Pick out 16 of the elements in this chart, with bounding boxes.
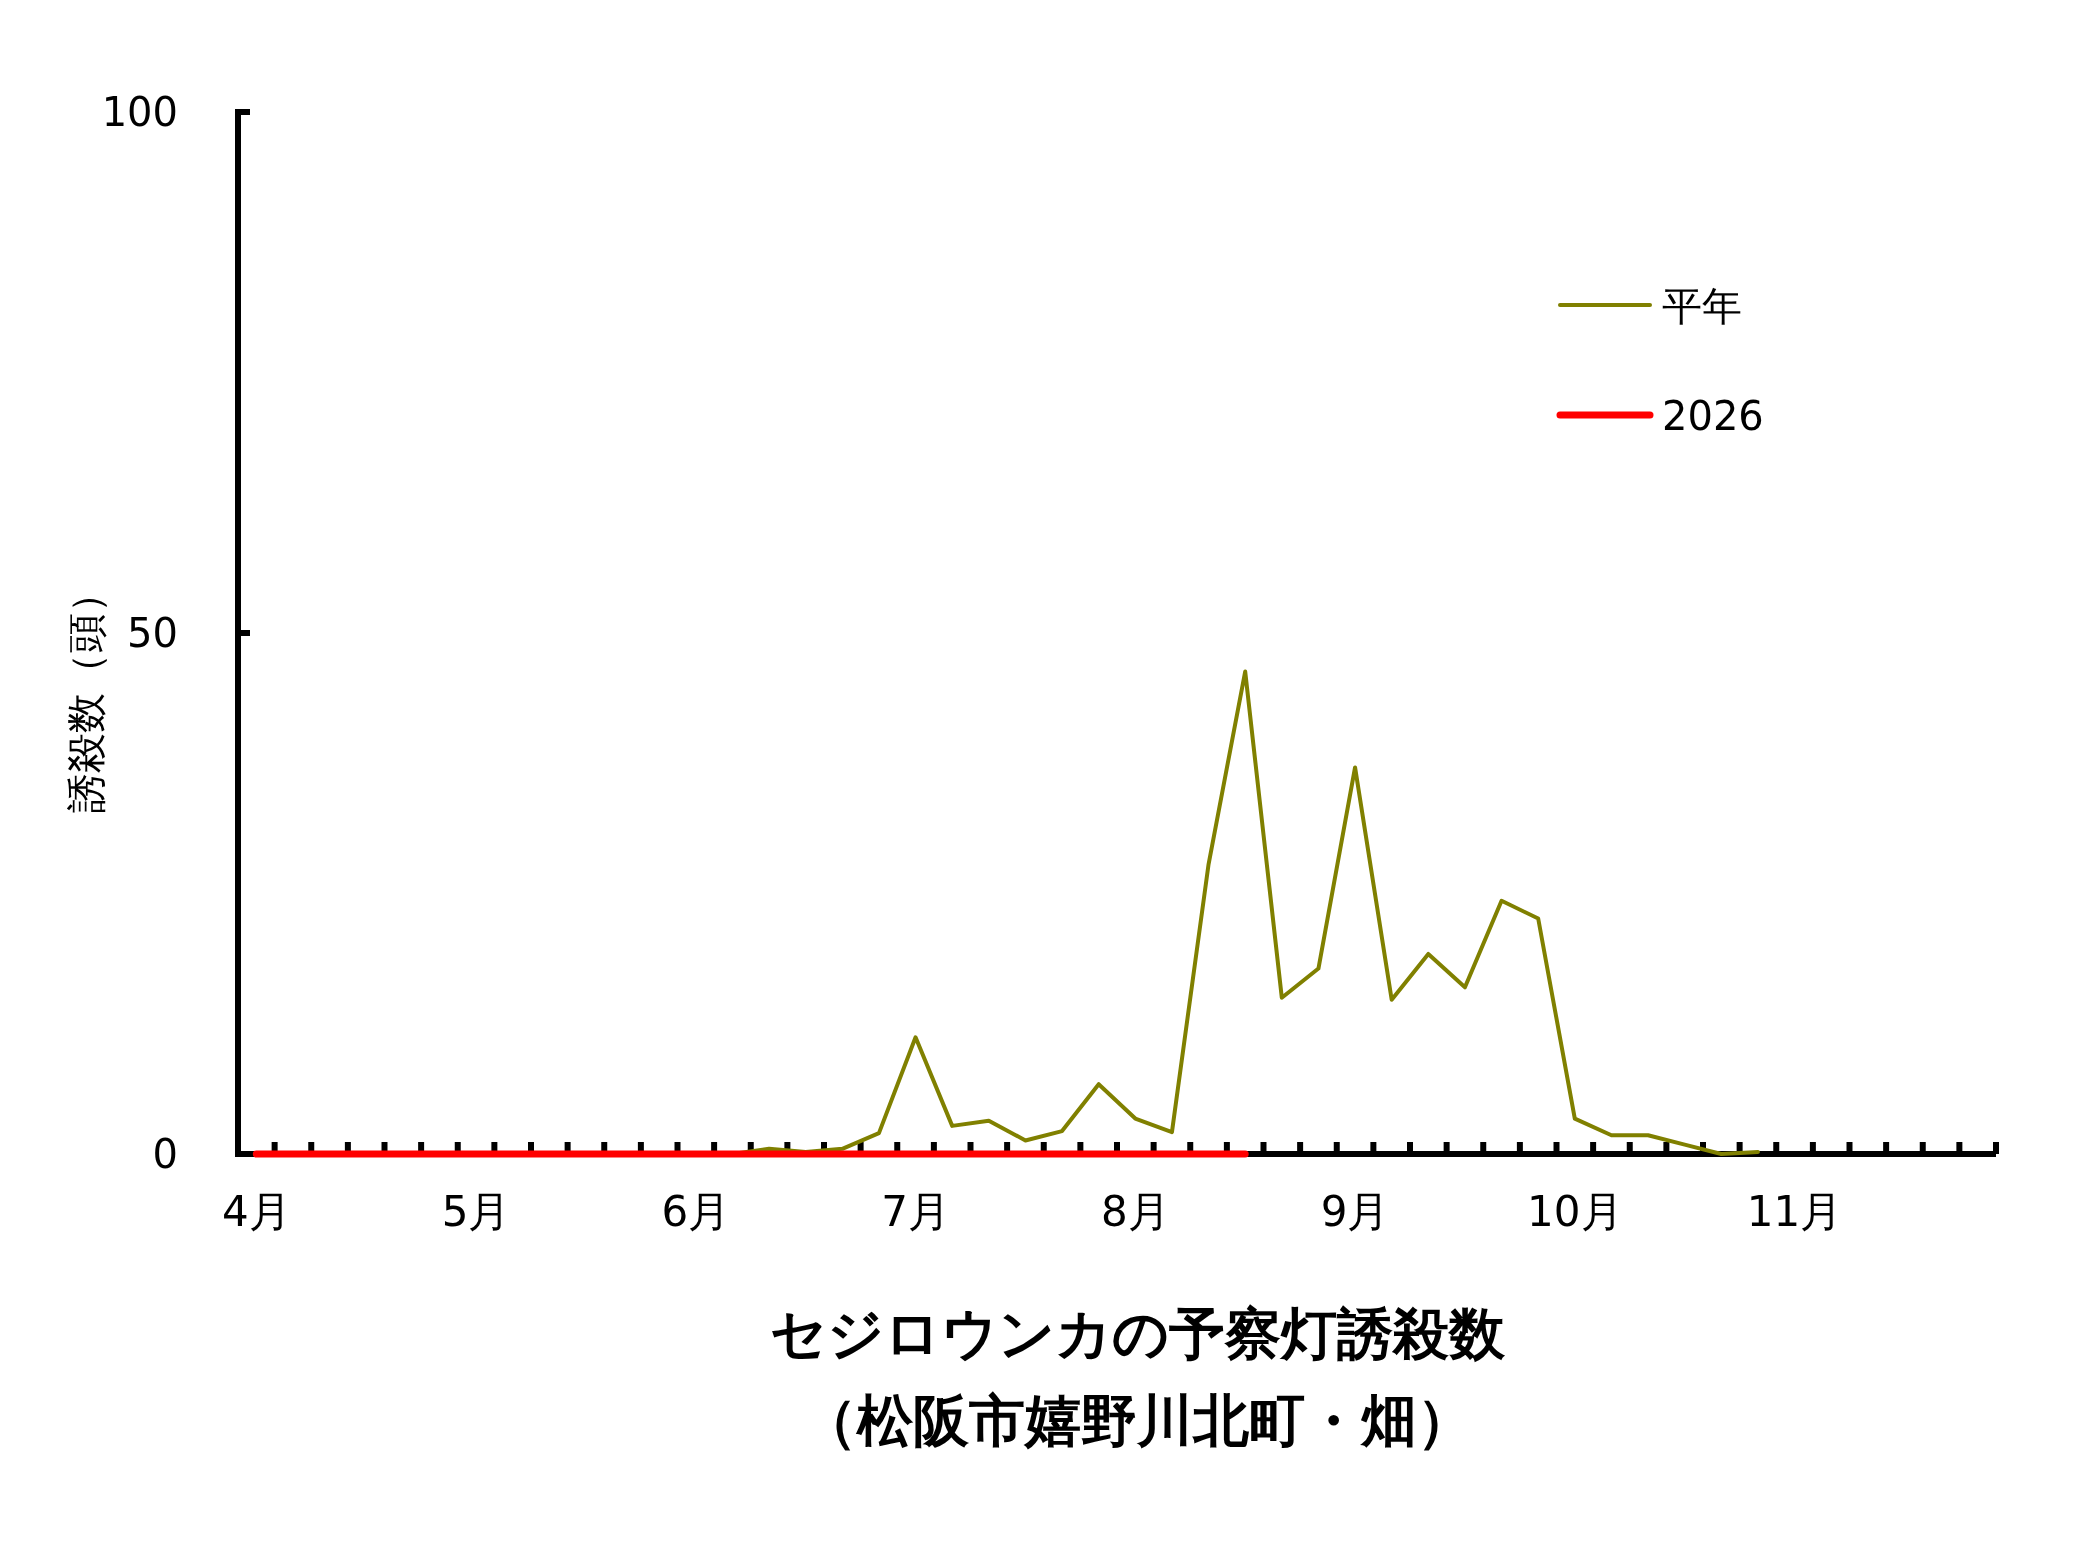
x-tick-label: 11月	[1746, 1187, 1843, 1236]
legend-label: 平年	[1662, 283, 1742, 329]
y-axis-title: 誘殺数（頭）	[63, 573, 109, 813]
x-tick-label: 9月	[1320, 1187, 1390, 1236]
x-tick-label: 5月	[441, 1187, 511, 1236]
y-tick-label: 100	[101, 89, 178, 135]
x-tick-label: 8月	[1100, 1187, 1170, 1236]
x-tick-label: 10月	[1527, 1187, 1623, 1236]
x-tick-label: 6月	[661, 1187, 731, 1236]
x-tick-label: 4月	[221, 1187, 291, 1236]
x-tick-label: 7月	[881, 1187, 950, 1236]
y-tick-label: 0	[152, 1131, 178, 1177]
text: （松阪市嬉野川北町・畑）	[801, 1388, 1473, 1453]
text: セジロウンカの予察灯誘殺数	[769, 1301, 1506, 1366]
legend-label: 2026	[1662, 393, 1764, 439]
y-tick-label: 50	[127, 610, 178, 656]
